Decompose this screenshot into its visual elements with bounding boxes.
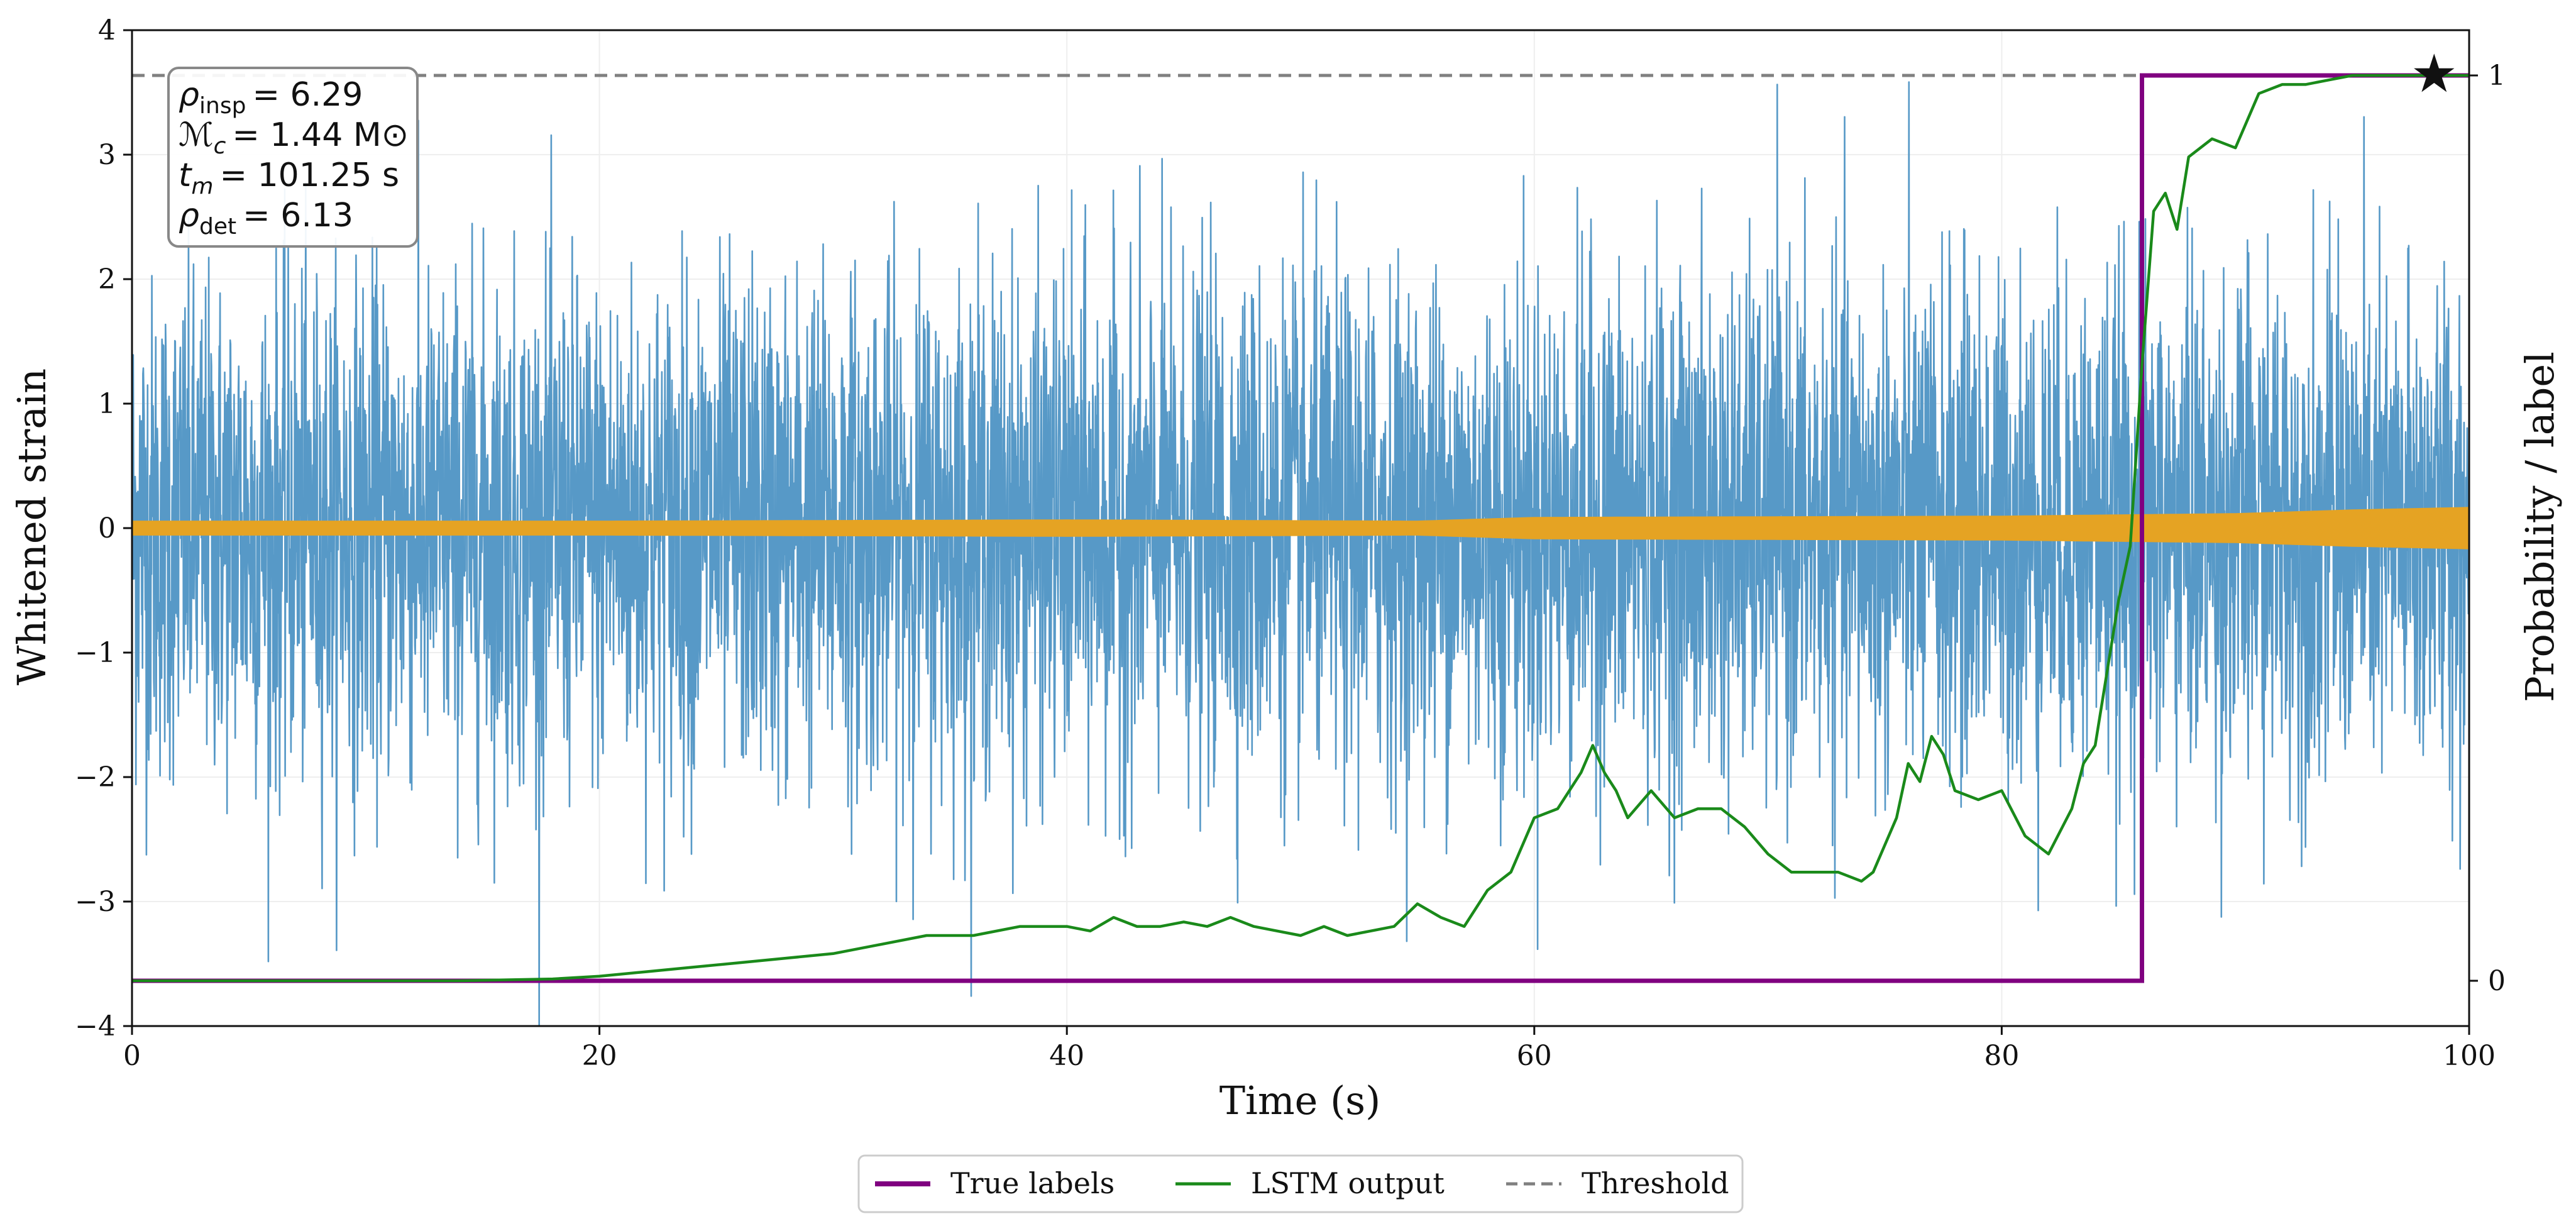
y-left-tick-label: −4 [75,1010,116,1042]
y-right-tick-label: 1 [2488,60,2506,92]
y-left-tick-label: −3 [75,886,116,918]
y-left-tick-label: 2 [98,263,116,295]
legend-label-threshold: Threshold [1582,1166,1729,1200]
annotation-box: ρinsp = 6.29 ℳc = 1.44 M⊙ tm = 101.25 s ρde… [167,67,419,248]
y-left-tick-label: −2 [75,761,116,793]
annotation-merger-time: tm = 101.25 s [179,157,399,199]
y-axis-right-label: Probability / label [2517,351,2563,702]
annotation-rho-insp: ρinsp = 6.29 [179,76,363,119]
signal-envelope [132,507,2469,549]
detection-star-marker: ★ [2411,43,2458,104]
x-axis-label: Time (s) [1219,1078,1381,1123]
y-left-tick-label: −1 [75,637,116,669]
legend: True labels LSTM output Threshold [857,1154,1744,1213]
legend-label-true-labels: True labels [950,1166,1115,1200]
probability-lines: ★ [132,43,2469,983]
y-left-tick-label: 3 [98,139,116,171]
signal-band [132,507,2469,549]
legend-label-lstm-output: LSTM output [1251,1166,1445,1200]
y-axis-left-label: Whitened strain [9,368,55,685]
x-tick-label: 60 [1517,1040,1552,1072]
tick-labels: 0 20 40 60 80 100 4 3 2 1 0 −1 −2 −3 −4 1 0 [75,14,2506,1072]
annotation-chirp-mass: ℳc = 1.44 M⊙ [179,116,409,159]
x-tick-label: 100 [2443,1040,2496,1072]
x-tick-label: 20 [582,1040,617,1072]
annotation-rho-det: ρdet = 6.13 [179,197,353,240]
y-left-tick-label: 4 [98,14,116,47]
x-tick-label: 40 [1049,1040,1084,1072]
y-left-tick-label: 0 [98,512,116,544]
axes [123,29,2478,1035]
y-left-tick-label: 1 [98,388,116,420]
y-right-tick-label: 0 [2488,965,2506,997]
x-tick-label: 0 [123,1040,141,1072]
true-labels-line [132,73,2469,983]
lstm-output-line [132,74,2469,983]
x-tick-label: 80 [1984,1040,2019,1072]
